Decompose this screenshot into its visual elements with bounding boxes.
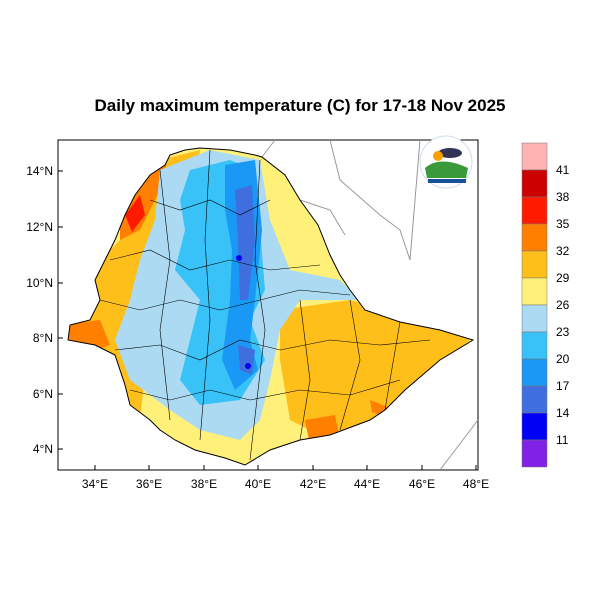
institute-logo	[419, 135, 473, 189]
latitude-axis: 14°N 12°N 10°N 8°N 6°N 4°N	[26, 164, 63, 456]
colorbar-swatch	[521, 439, 548, 468]
colorbar-label: 32	[556, 244, 570, 258]
neighbor-borders	[261, 139, 479, 471]
lon-label: 44°E	[354, 477, 380, 491]
colorbar-swatch	[521, 223, 548, 252]
colorbar-label: 23	[556, 325, 570, 339]
lat-label: 4°N	[33, 442, 53, 456]
colorbar-label: 38	[556, 190, 570, 204]
lon-label: 46°E	[409, 477, 435, 491]
map-title: Daily maximum temperature (C) for 17-18 …	[94, 96, 506, 115]
lat-label: 6°N	[33, 387, 53, 401]
lon-label: 48°E	[463, 477, 489, 491]
lon-label: 36°E	[136, 477, 162, 491]
lon-label: 38°E	[191, 477, 217, 491]
colorbar-label: 11	[556, 433, 569, 447]
colorbar-swatch	[521, 142, 548, 171]
colorbar-label: 17	[556, 379, 570, 393]
lat-label: 8°N	[33, 331, 53, 345]
lat-label: 12°N	[26, 220, 53, 234]
colorbar-label: 14	[556, 406, 570, 420]
colorbar-label: 20	[556, 352, 570, 366]
colorbar-swatch	[521, 304, 548, 333]
lon-label: 34°E	[82, 477, 108, 491]
colorbar: 41 38 35 32 29 26 23 20 17 14 11	[521, 142, 570, 468]
colorbar-label: 41	[556, 163, 570, 177]
lat-label: 10°N	[26, 276, 53, 290]
admin-boundaries	[99, 149, 431, 461]
colorbar-swatch	[521, 169, 548, 198]
colorbar-swatch	[521, 277, 548, 306]
colorbar-swatch	[521, 331, 548, 360]
lon-label: 42°E	[300, 477, 326, 491]
colorbar-label: 35	[556, 217, 570, 231]
longitude-axis: 34°E 36°E 38°E 40°E 42°E 44°E 46°E 48°E	[82, 465, 489, 491]
colorbar-swatch	[521, 196, 548, 225]
colorbar-label: 26	[556, 298, 570, 312]
lon-label: 40°E	[245, 477, 271, 491]
colorbar-swatch	[521, 250, 548, 279]
lat-label: 14°N	[26, 164, 53, 178]
colorbar-label: 29	[556, 271, 570, 285]
colorbar-swatch	[521, 412, 548, 441]
colorbar-swatch	[521, 358, 548, 387]
colorbar-swatch	[521, 385, 548, 414]
